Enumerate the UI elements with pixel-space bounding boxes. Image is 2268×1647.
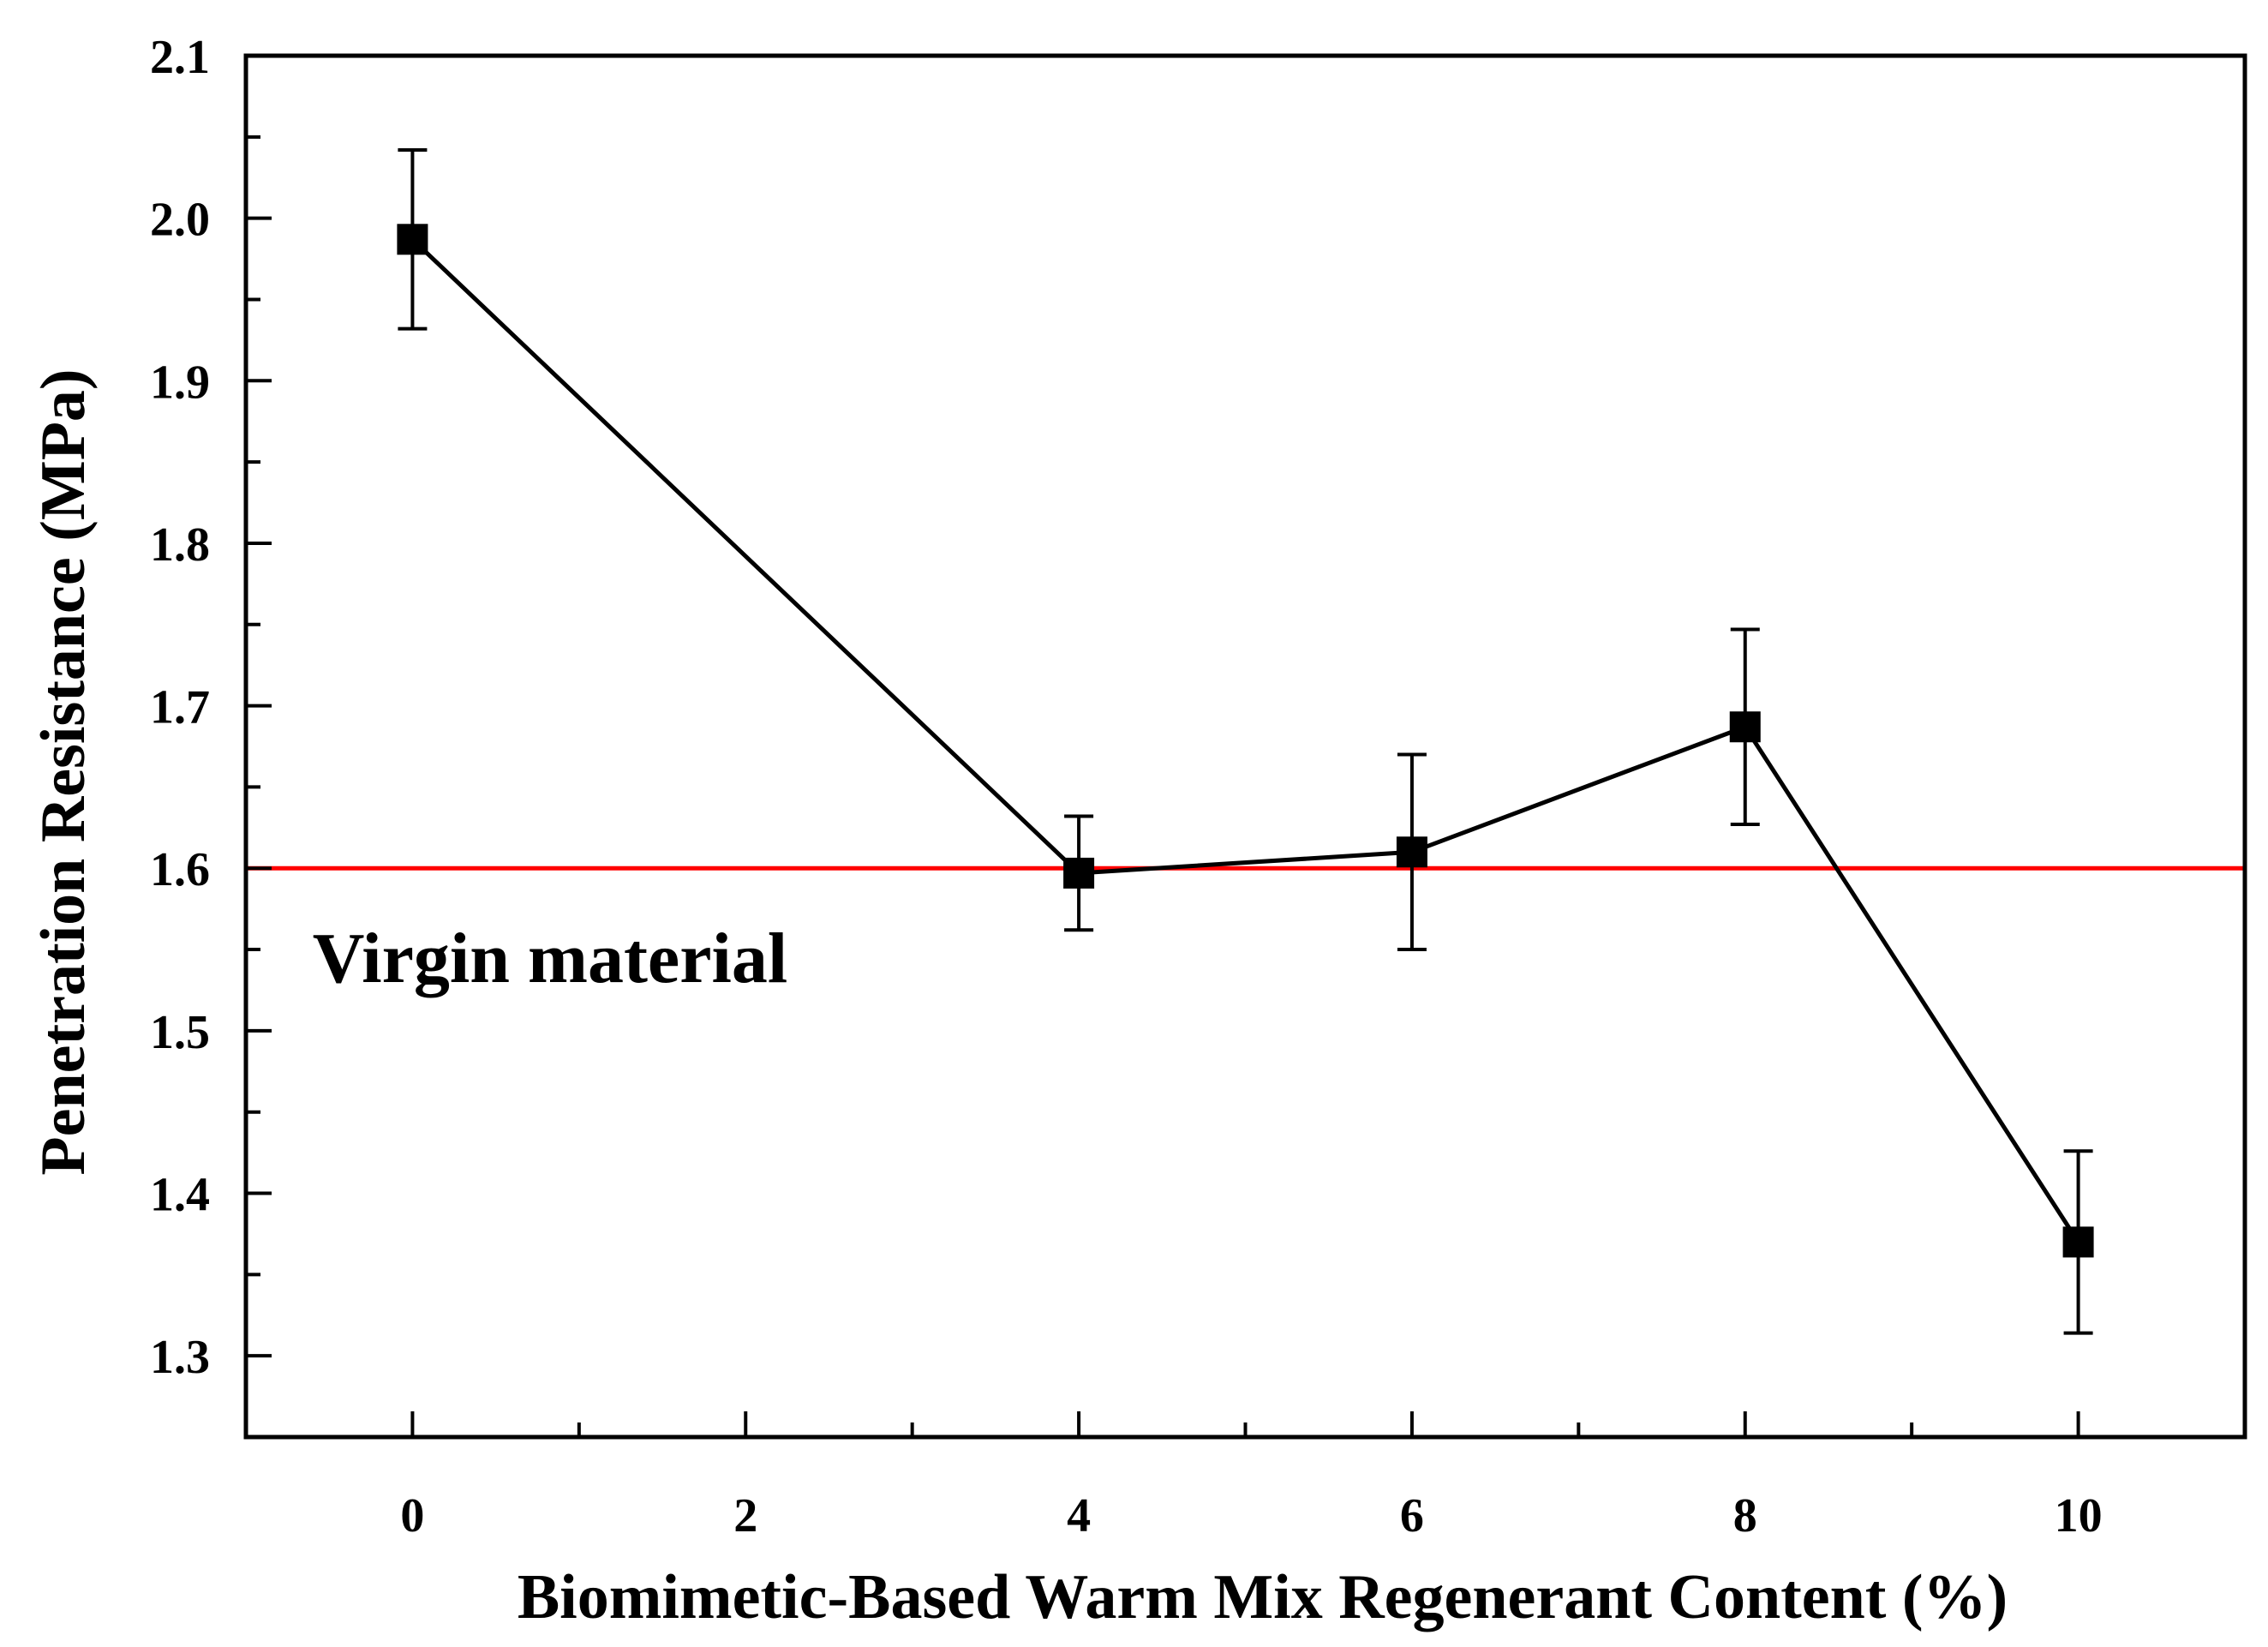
y-tick-label: 1.3 [150,1331,210,1384]
y-tick-label: 1.6 [150,843,210,896]
plot-frame [243,53,2247,1440]
y-tick-label: 1.7 [150,681,210,734]
x-tick-label: 4 [1067,1489,1091,1542]
axes-layer: 0 2 4 6 8 10 1.3 1.4 1.5 1.6 1.7 1.8 1.9 2.0 2.1 [150,31,2103,1542]
data-point [1396,836,1427,868]
data-point [1063,857,1095,889]
y-tick-label: 2.1 [150,31,210,84]
x-tick-label: 10 [2055,1489,2103,1542]
series-layer [397,147,2094,1335]
x-axis-title: Biomimetic-Based Warm Mix Regenerant Con… [518,1562,2008,1632]
y-tick-label: 1.5 [150,1006,210,1059]
y-axis-title: Penetration Resistance (MPa) [28,368,99,1175]
reference-line-label: Virgin material [313,919,787,998]
x-tick-label: 8 [1733,1489,1757,1542]
x-tick-label: 2 [733,1489,757,1542]
x-tick-label: 6 [1400,1489,1424,1542]
y-tick-label: 2.0 [150,194,210,247]
data-point [2062,1226,2094,1258]
y-tick-label: 1.9 [150,356,210,409]
data-point [397,224,428,255]
y-tick-label: 1.4 [150,1169,210,1222]
y-tick-label: 1.8 [150,518,210,572]
x-tick-label: 0 [400,1489,424,1542]
data-point [1729,711,1761,743]
